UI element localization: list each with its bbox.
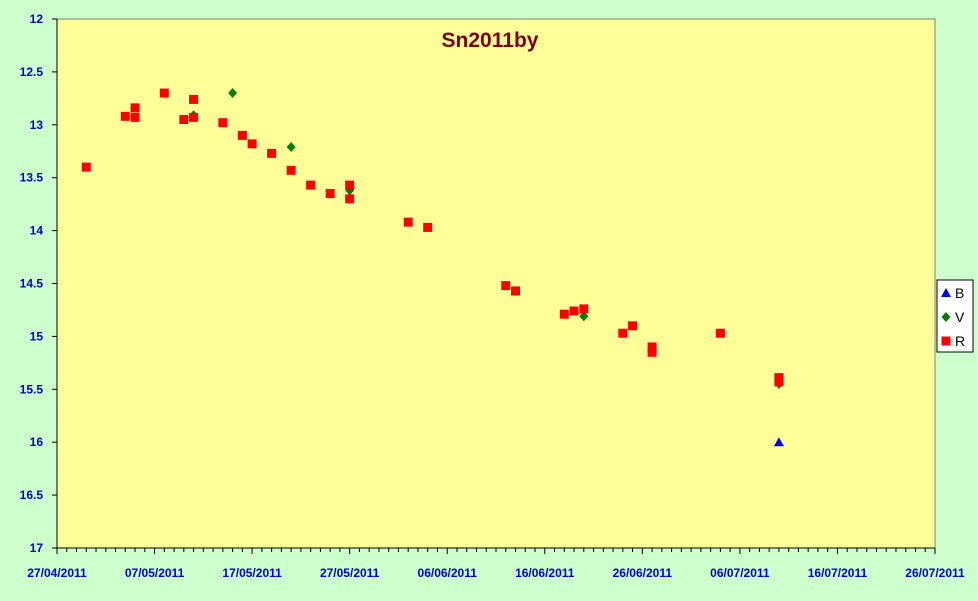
- x-tick-label: 06/07/2011: [710, 566, 770, 580]
- data-point-r: [325, 189, 335, 199]
- y-tick-label: 16: [30, 435, 44, 449]
- y-tick-label: 16.5: [20, 488, 44, 502]
- y-tick-label: 17: [30, 541, 44, 555]
- data-point-r: [345, 180, 355, 190]
- data-point-r: [559, 309, 569, 319]
- chart-title: Sn2011by: [442, 29, 539, 52]
- legend-label-b: B: [955, 285, 964, 301]
- data-point-r: [120, 111, 130, 121]
- data-point-r: [267, 148, 277, 158]
- x-tick-label: 06/06/2011: [418, 566, 478, 580]
- data-point-v: [228, 88, 238, 99]
- y-tick-label: 13.5: [20, 171, 44, 185]
- data-point-r: [569, 306, 579, 316]
- legend: BVR: [936, 279, 974, 353]
- data-point-r: [237, 130, 247, 140]
- data-point-r: [179, 115, 189, 125]
- data-point-r: [647, 342, 657, 352]
- data-point-r: [647, 347, 657, 357]
- data-point-r: [628, 321, 638, 331]
- y-tick-label: 15: [30, 329, 44, 343]
- data-point-r: [579, 304, 589, 314]
- legend-label-v: V: [955, 309, 965, 325]
- data-point-r: [159, 88, 169, 98]
- legend-marker-v: [941, 312, 951, 322]
- data-point-v: [579, 311, 589, 322]
- data-point-r: [130, 103, 140, 113]
- legend-label-r: R: [955, 333, 965, 349]
- data-point-r: [306, 180, 316, 190]
- data-point-r: [286, 165, 296, 175]
- data-point-v: [286, 142, 296, 153]
- x-tick-label: 16/07/2011: [808, 566, 868, 580]
- x-tick-label: 07/05/2011: [125, 566, 185, 580]
- x-tick-label: 16/06/2011: [515, 566, 575, 580]
- x-tick-label: 26/07/2011: [905, 566, 965, 580]
- data-point-r: [501, 281, 511, 291]
- x-tick-label: 27/04/2011: [27, 566, 87, 580]
- data-point-r: [81, 162, 91, 172]
- legend-marker-b: [941, 288, 951, 297]
- data-point-r: [715, 328, 725, 338]
- y-axis: 12 12.5 13 13.5 14 14.5 15 15.5 16 16.5 17: [20, 12, 58, 555]
- data-point-b: [773, 437, 784, 447]
- data-point-r: [423, 222, 433, 232]
- y-tick-label: 12: [30, 12, 44, 26]
- x-tick-label: 27/05/2011: [320, 566, 380, 580]
- y-tick-label: 14: [30, 224, 44, 238]
- data-point-r: [774, 377, 784, 387]
- data-point-r: [218, 118, 228, 128]
- plot-area: [56, 18, 936, 549]
- y-tick-label: 15.5: [20, 382, 44, 396]
- data-point-r: [130, 112, 140, 122]
- data-point-r: [345, 194, 355, 204]
- data-point-r: [511, 286, 521, 296]
- x-tick-label: 26/06/2011: [613, 566, 673, 580]
- data-point-r: [189, 112, 199, 122]
- legend-marker-r: [941, 336, 951, 346]
- data-point-r: [403, 217, 413, 227]
- x-axis: 27/04/2011 07/05/2011 17/05/2011 27/05/2011…: [27, 547, 965, 580]
- y-tick-label: 12.5: [20, 65, 44, 79]
- y-tick-label: 14.5: [20, 277, 44, 291]
- data-point-r: [189, 94, 199, 104]
- data-point-r: [247, 139, 257, 149]
- data-points: [81, 88, 784, 447]
- y-tick-label: 13: [30, 118, 44, 132]
- x-tick-label: 17/05/2011: [222, 566, 282, 580]
- data-point-r: [618, 328, 628, 338]
